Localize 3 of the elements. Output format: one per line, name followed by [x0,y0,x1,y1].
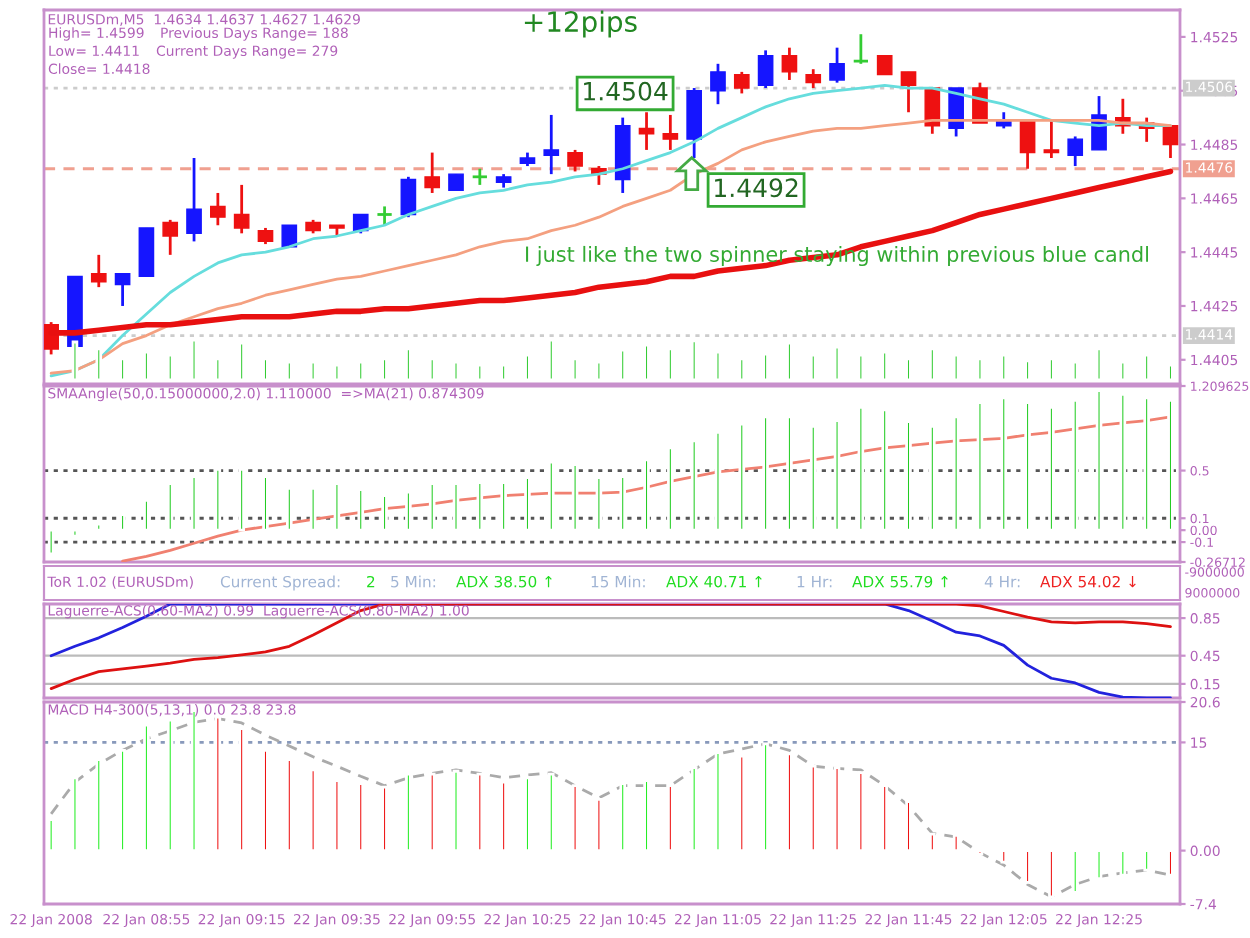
annotation: 1.4504 [584,81,668,101]
annotation: 1.4492 [715,178,798,198]
annotation: +12pips [524,10,637,38]
